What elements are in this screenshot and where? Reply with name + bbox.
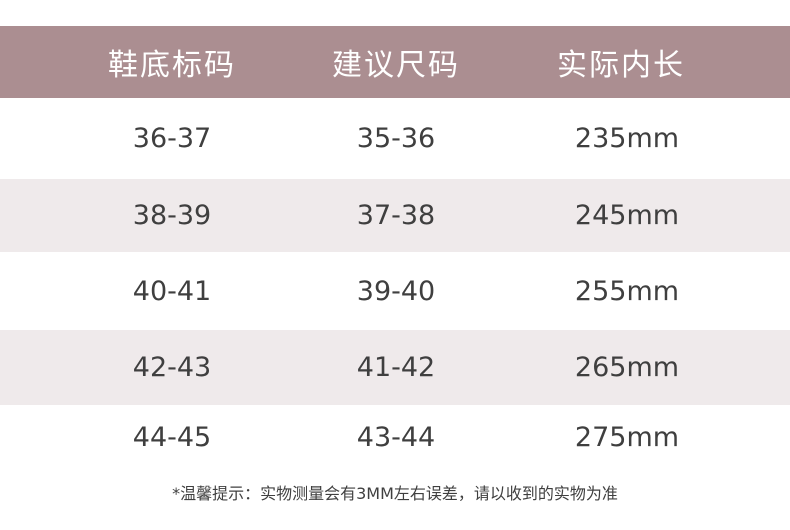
suggested-size-cell: 35-36 — [356, 123, 436, 154]
sole-size-cell: 40-41 — [132, 275, 212, 307]
table-row: 44-45 43-44 275mm — [0, 405, 790, 470]
inner-length-cell: 275mm — [574, 422, 680, 453]
sole-size-cell: 42-43 — [132, 352, 212, 383]
table-row: 40-41 39-40 255mm — [0, 252, 790, 330]
table-row: 38-39 37-38 245mm — [0, 179, 790, 252]
footnote: *温馨提示：实物测量会有3MM左右误差，请以收到的实物为准 — [172, 484, 618, 503]
table-row: 36-37 35-36 235mm — [0, 98, 790, 179]
header-inner-length: 实际内长 — [557, 48, 685, 83]
inner-length-cell: 235mm — [574, 123, 680, 154]
inner-length-cell: 245mm — [574, 200, 680, 231]
suggested-size-cell: 39-40 — [356, 275, 436, 307]
header-suggested-size: 建议尺码 — [332, 48, 460, 83]
suggested-size-cell: 43-44 — [356, 422, 436, 453]
sole-size-cell: 38-39 — [132, 200, 212, 231]
inner-length-cell: 265mm — [574, 352, 680, 383]
sole-size-cell: 36-37 — [132, 123, 212, 154]
suggested-size-cell: 41-42 — [356, 352, 436, 383]
table-header: 鞋底标码 建议尺码 实际内长 — [0, 26, 790, 98]
table-row: 42-43 41-42 265mm — [0, 330, 790, 405]
suggested-size-cell: 37-38 — [356, 200, 436, 231]
inner-length-cell: 255mm — [574, 275, 680, 307]
header-sole-size: 鞋底标码 — [108, 48, 236, 83]
sole-size-cell: 44-45 — [132, 422, 212, 453]
